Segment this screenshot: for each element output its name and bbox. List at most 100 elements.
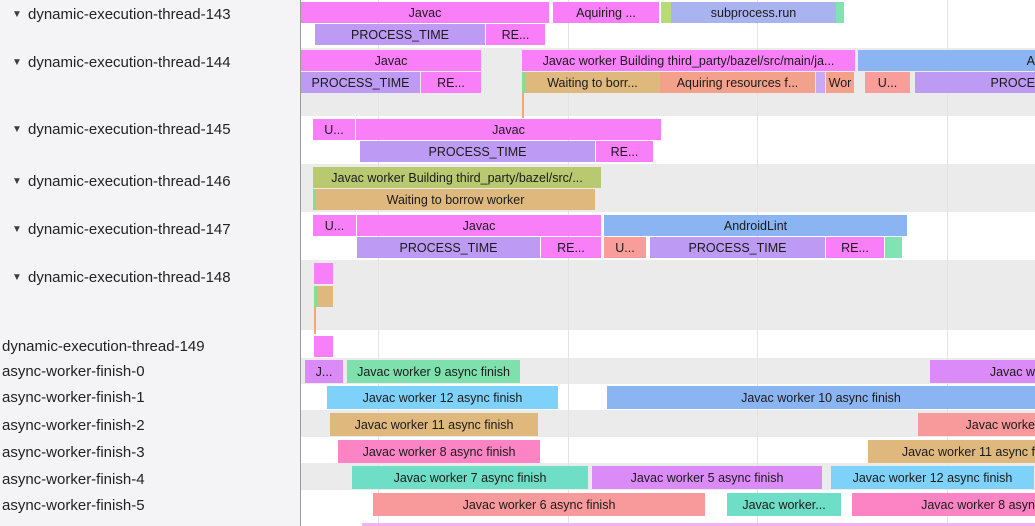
timeline-slice[interactable]: Javac worker... (727, 493, 841, 516)
collapse-triangle-icon[interactable]: ▼ (12, 123, 22, 135)
collapse-triangle-icon[interactable]: ▼ (12, 271, 22, 283)
timeline-slice[interactable]: Aquiring ... (553, 2, 659, 23)
collapse-triangle-icon[interactable]: ▼ (12, 223, 22, 235)
timeline-slice[interactable]: Javac worker Building third_party/bazel/… (313, 167, 601, 188)
slice-label: Javac (374, 53, 408, 68)
slice-label: PROCESS_TIME (688, 240, 787, 255)
collapse-triangle-icon[interactable]: ▼ (12, 175, 22, 187)
track-row-async-worker-finish-3[interactable]: async-worker-finish-3 (0, 441, 300, 463)
timeline-slice[interactable]: PROCESS_TIME (357, 237, 540, 258)
track-row-async-worker-finish-4[interactable]: async-worker-finish-4 (0, 468, 300, 490)
timeline-slice[interactable]: J... (305, 360, 343, 383)
track-row-async-worker-finish-5[interactable]: async-worker-finish-5 (0, 494, 300, 516)
timeline-slice[interactable]: RE... (541, 237, 601, 258)
timeline-slice[interactable]: Javac worker 12 async finish (831, 466, 1034, 489)
timeline-slice[interactable] (313, 189, 316, 210)
timeline-slice[interactable]: Javac worker 8 async finish (338, 440, 540, 463)
timeline-slice[interactable]: Javac worker 6 async finish (373, 493, 705, 516)
timeline-slice[interactable] (314, 263, 333, 284)
slice-label: Javac w (989, 364, 1035, 379)
timeline-slice[interactable]: Javac (356, 119, 661, 140)
timeline-slice[interactable] (816, 72, 825, 93)
slice-label: Javac worker 11 async finish (354, 417, 514, 432)
track-row-dynamic-execution-thread-144[interactable]: ▼ dynamic-execution-thread-144 (0, 51, 300, 73)
timeline-slice[interactable]: Aquiring resources f... (660, 72, 815, 93)
track-row-async-worker-finish-0[interactable]: async-worker-finish-0 (0, 360, 300, 382)
timeline-slice[interactable]: RE... (596, 141, 653, 162)
slice-label: Aquiring ... (576, 5, 636, 20)
timeline-slice[interactable]: Javac (301, 50, 481, 71)
track-name-panel: ▼ dynamic-execution-thread-143 ▼ dynamic-ex… (0, 0, 301, 526)
timeline-slice[interactable]: Javac worker 12 async finish (327, 386, 558, 409)
timeline-slice[interactable]: A (858, 50, 1035, 71)
track-row-async-worker-finish-1[interactable]: async-worker-finish-1 (0, 386, 300, 408)
timeline-slice[interactable] (314, 336, 333, 357)
timeline-slice[interactable]: Javac w (930, 360, 1035, 383)
timeline-slice[interactable]: U... (313, 215, 356, 236)
timeline-slice[interactable]: PROCESS_TIME (360, 141, 595, 162)
track-row-dynamic-execution-thread-147[interactable]: ▼ dynamic-execution-thread-147 (0, 218, 300, 240)
timeline-slice[interactable]: Javac worker 8 asyn (852, 493, 1035, 516)
track-name-label: async-worker-finish-2 (2, 416, 145, 434)
slice-label: A (1026, 53, 1035, 68)
timeline-slice[interactable]: Javac worke (918, 413, 1035, 436)
timeline-slice[interactable]: Waiting to borr... (525, 72, 660, 93)
gridline (947, 0, 948, 526)
partial-slice-strip (362, 523, 1035, 526)
collapse-triangle-icon[interactable]: ▼ (12, 8, 22, 20)
instant-event-marker[interactable] (522, 93, 524, 118)
instant-event-marker[interactable] (314, 307, 316, 334)
timeline-slice[interactable]: Javac worker 7 async finish (352, 466, 588, 489)
slice-label: Aquiring resources f... (676, 75, 799, 90)
timeline-slice[interactable]: RE... (486, 24, 545, 45)
slice-label: Javac worker Building third_party/bazel/… (331, 170, 583, 185)
slice-label: PROCESS_TIME (428, 144, 527, 159)
track-row-dynamic-execution-thread-145[interactable]: ▼ dynamic-execution-thread-145 (0, 118, 300, 140)
timeline-slice[interactable] (885, 237, 902, 258)
timeline-slice[interactable]: U... (604, 237, 646, 258)
timeline-slice[interactable] (661, 2, 671, 23)
slice-label: U... (324, 122, 344, 137)
gridline (378, 0, 379, 526)
timeline-slice[interactable]: Javac worker 11 async finish (330, 413, 538, 436)
track-row-dynamic-execution-thread-149[interactable]: dynamic-execution-thread-149 (0, 335, 300, 357)
slice-label: Javac worker 9 async finish (357, 364, 510, 379)
timeline-slice[interactable]: Javac worker 10 async finish (607, 386, 1035, 409)
track-row-dynamic-execution-thread-148[interactable]: ▼ dynamic-execution-thread-148 (0, 266, 300, 288)
track-name-label: async-worker-finish-4 (2, 470, 145, 488)
slice-label: Javac worker 5 async finish (630, 470, 784, 485)
timeline-slice[interactable] (522, 72, 525, 93)
track-name-label: async-worker-finish-1 (2, 388, 145, 406)
timeline-slice[interactable]: Javac worker 9 async finish (347, 360, 520, 383)
timeline-slice[interactable]: Javac worker 5 async finish (592, 466, 822, 489)
timeline-slice[interactable]: PROCESS_TIME (650, 237, 825, 258)
timeline-slice[interactable]: U... (313, 119, 355, 140)
timeline-slice[interactable]: PROCESS_TIME (315, 24, 485, 45)
timeline-slice[interactable] (836, 2, 844, 23)
timeline-slice[interactable]: RE... (421, 72, 481, 93)
timeline-canvas[interactable]: Javac Aquiring ... subprocess.run PROCESS_T… (301, 0, 1035, 526)
timeline-slice[interactable]: PROCESS_TIME (301, 72, 420, 93)
timeline-slice[interactable]: U... (865, 72, 910, 93)
timeline-slice[interactable]: Waiting to borrow worker (316, 189, 595, 210)
track-row-async-worker-finish-2[interactable]: async-worker-finish-2 (0, 414, 300, 436)
track-row-dynamic-execution-thread-146[interactable]: ▼ dynamic-execution-thread-146 (0, 170, 300, 192)
timeline-slice[interactable]: PROCE (915, 72, 1035, 93)
timeline-slice[interactable]: Wor (826, 72, 854, 93)
slice-label: Waiting to borrow worker (386, 192, 525, 207)
timeline-slice[interactable] (314, 286, 317, 307)
track-name-label: dynamic-execution-thread-146 (28, 172, 231, 190)
timeline-slice[interactable]: Javac worker 11 async f (868, 440, 1035, 463)
timeline-slice[interactable] (317, 286, 333, 307)
track-row-dynamic-execution-thread-143[interactable]: ▼ dynamic-execution-thread-143 (0, 3, 300, 25)
collapse-triangle-icon[interactable]: ▼ (12, 56, 22, 68)
track-name-label: dynamic-execution-thread-144 (28, 53, 231, 71)
timeline-slice[interactable]: Javac (357, 215, 601, 236)
timeline-slice[interactable]: subprocess.run (671, 2, 836, 23)
track-name-label: dynamic-execution-thread-143 (28, 5, 231, 23)
timeline-slice[interactable]: RE... (826, 237, 884, 258)
timeline-slice[interactable]: Javac worker Building third_party/bazel/… (522, 50, 855, 71)
timeline-slice[interactable]: Javac (301, 2, 549, 23)
timeline-slice[interactable]: AndroidLint (604, 215, 907, 236)
